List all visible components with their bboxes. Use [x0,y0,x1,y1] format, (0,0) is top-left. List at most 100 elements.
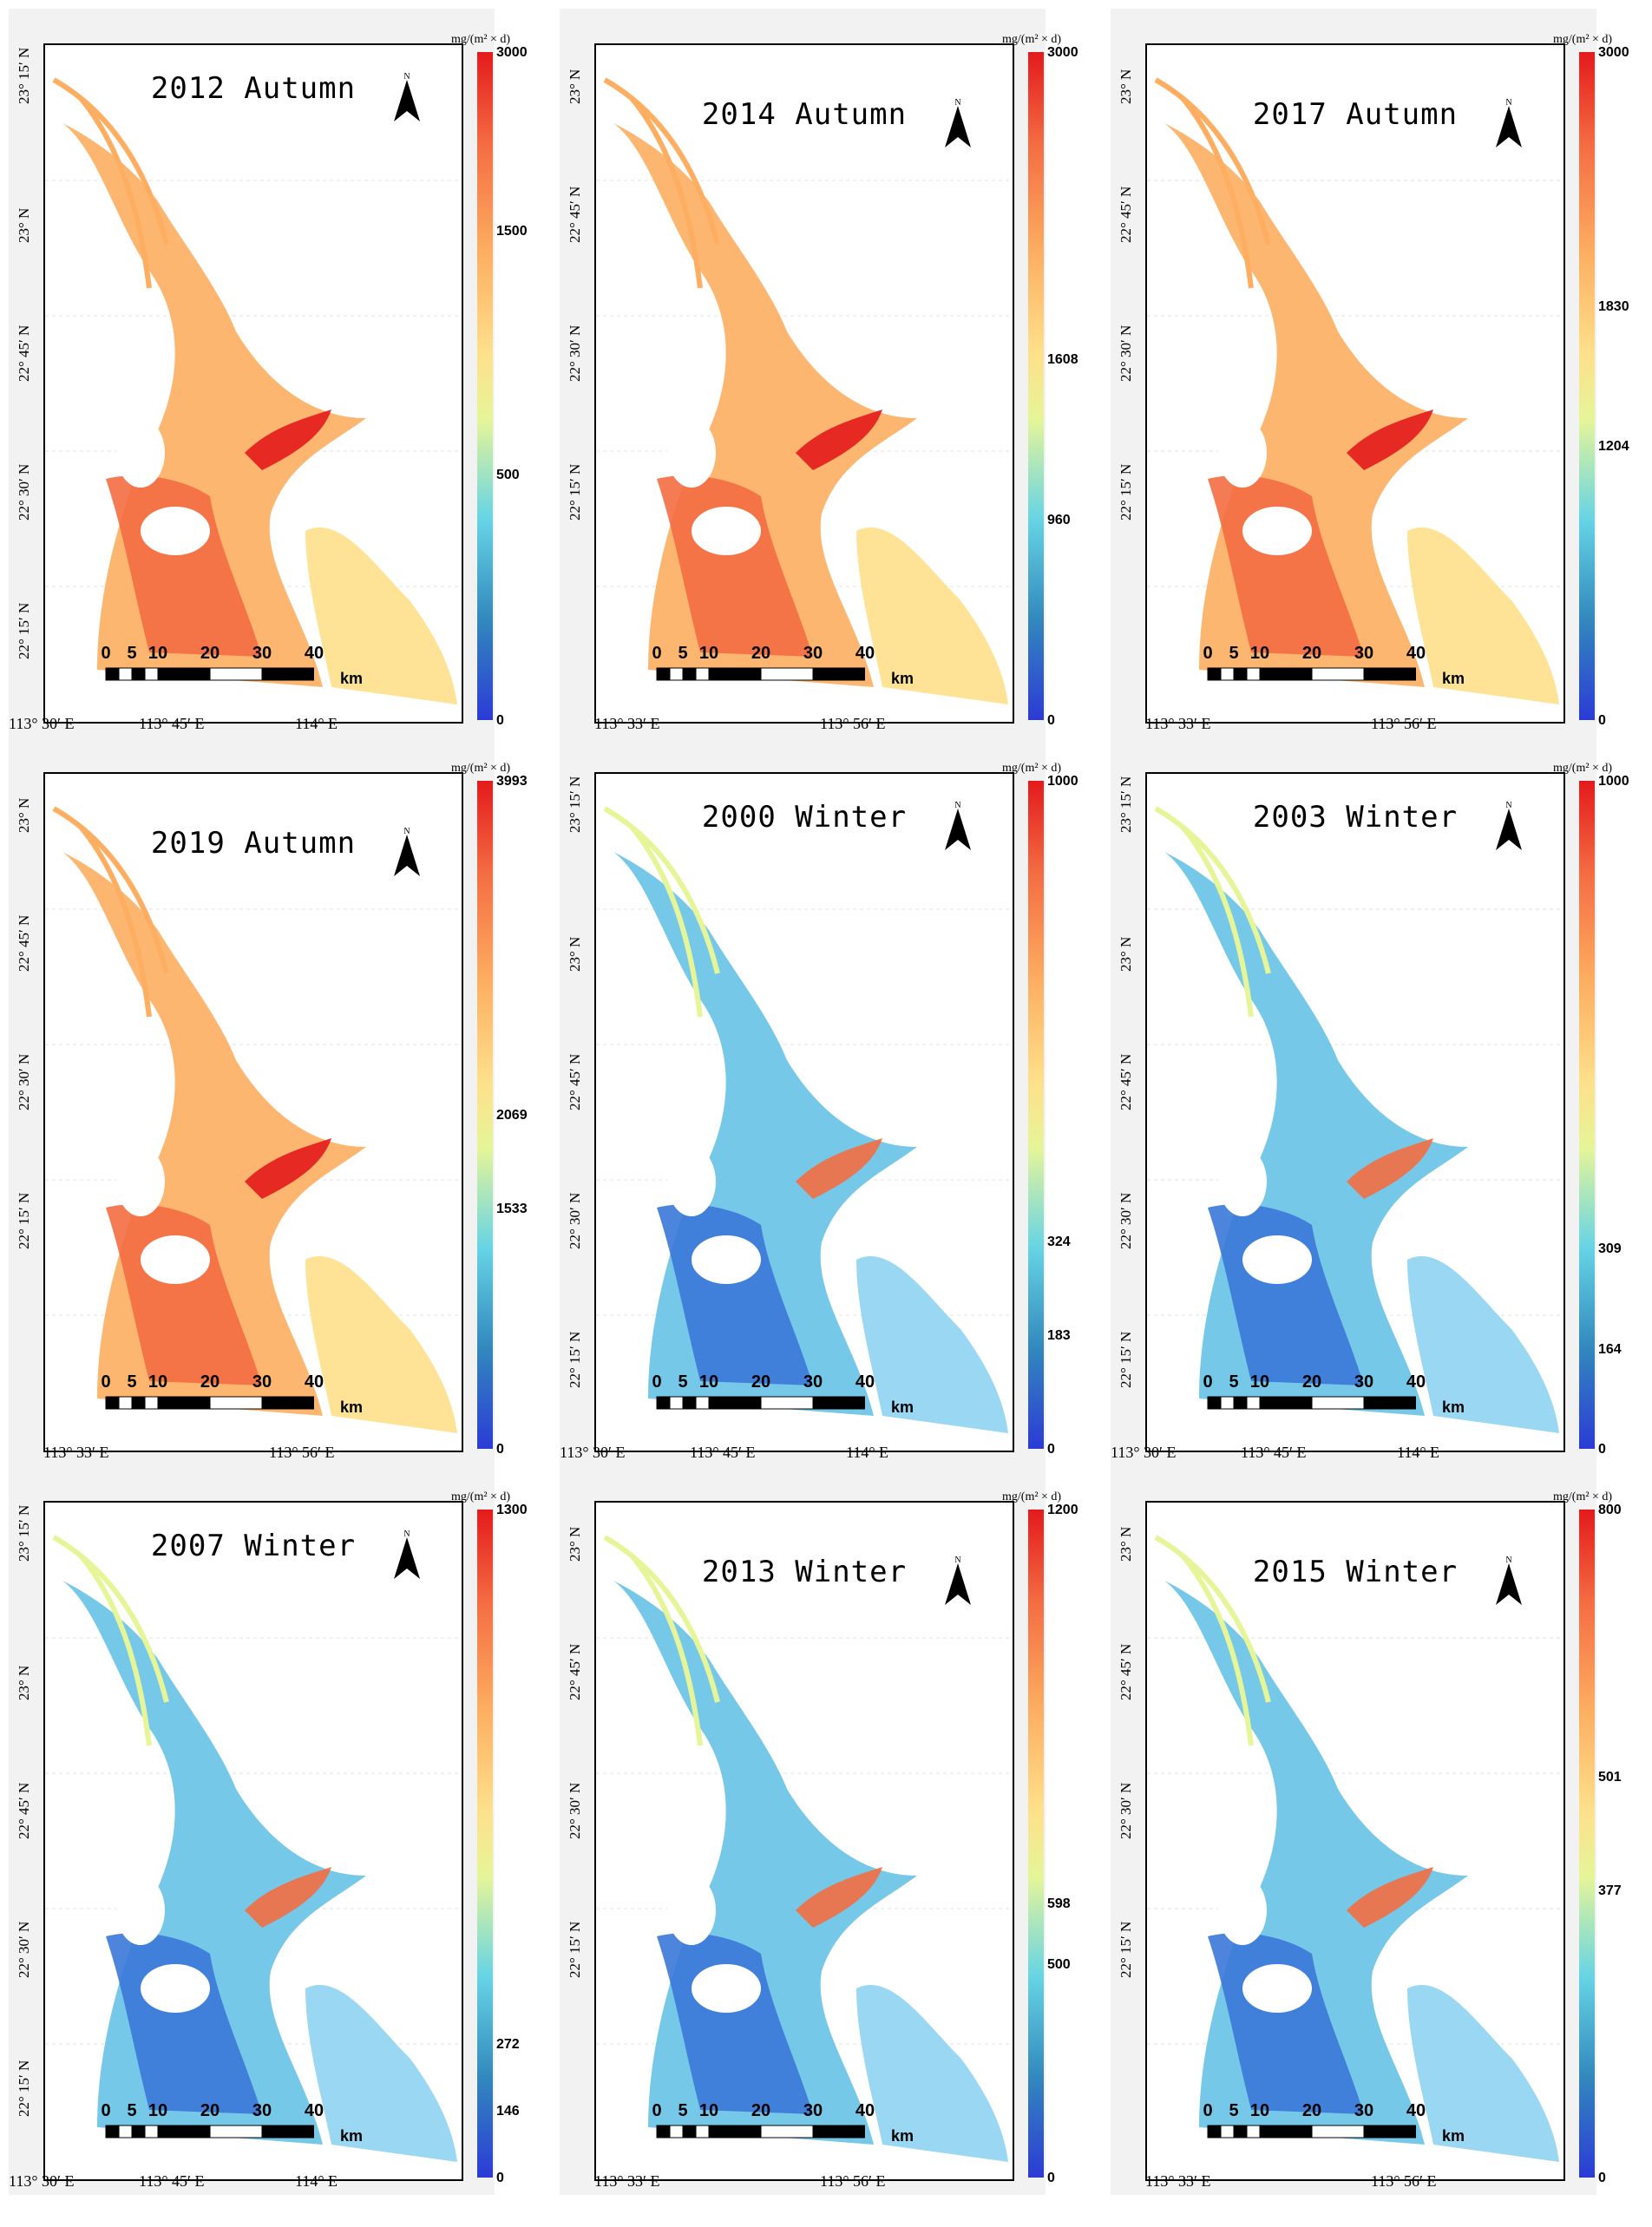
scale-unit: km [891,2127,914,2145]
scale-label: 40 [855,2101,875,2120]
latitude-label: 22° 45′ N [1118,186,1134,243]
colorbar-tick-label: 1200 [1047,1503,1078,1517]
map-title: 2007 Winter [150,1529,357,1563]
scale-label: 40 [1406,2101,1426,2120]
scale-label: 30 [803,644,823,663]
scale-label: 0 [1203,1372,1213,1392]
north-arrow-icon: N [394,1529,420,1579]
map-frame: 2007 Winter N 0 5 10 20 30 40 km [43,1501,463,2181]
scale-label: 10 [698,2101,719,2120]
island [1218,1147,1267,1216]
latitude-label: 23° N [1118,69,1134,104]
river-channel [603,77,720,289]
colorbar-unit: mg/(m² × d) [1002,1490,1062,1503]
colorbar-tick-label: 183 [1047,1328,1071,1344]
longitude-label: 113° 33′ E [594,715,660,732]
plume-region [796,1867,882,1928]
colorbar-tick-label: 0 [496,713,504,728]
scale-label: 5 [1229,1372,1239,1392]
latitude-label: 23° N [16,207,32,243]
map-frame: 2003 Winter N 0 5 10 20 30 40 km [1145,772,1565,1452]
colorbar-tick-label: 146 [496,2104,520,2119]
scale-label: 40 [304,644,324,663]
plume-region [1347,1138,1433,1199]
scale-label: 5 [678,644,688,663]
latitude-label: 23° N [567,1526,583,1562]
map-title: 2014 Autumn [701,97,908,132]
scale-label: 10 [1249,2101,1270,2120]
latitude-label: 22° 30′ N [567,1192,583,1249]
scale-label: 20 [200,644,220,663]
colorbar-unit: mg/(m² × d) [1002,762,1062,775]
river-channel [52,77,169,289]
longitude-label: 113° 33′ E [1145,2172,1211,2190]
latitude-label: 22° 15′ N [567,1921,583,1978]
plume-region [1407,1256,1559,1433]
scale-unit: km [1442,670,1465,687]
plume-region [1407,527,1559,704]
map-panel: 2003 Winter N 0 5 10 20 30 40 km 23° 15′ N 23° N 22… [1111,737,1652,1466]
svg-text:N: N [1505,1556,1511,1565]
latitude-label: 22° 45′ N [16,914,32,972]
plume-region [856,527,1008,704]
scale-label: 0 [652,644,662,663]
concentration-map [1147,1535,1564,2162]
colorbar [477,1510,493,2178]
scale-bar: 0 5 10 20 30 40 km [1199,644,1465,691]
scale-label: 40 [304,1372,324,1392]
map-title: 2015 Winter [1252,1555,1459,1589]
scale-bar: 0 5 10 20 30 40 km [97,1372,363,1420]
colorbar-tick-label: 1000 [1047,774,1078,789]
scale-label: 30 [252,2101,272,2120]
concentration-map [1147,77,1564,704]
svg-text:N: N [954,1556,960,1565]
map-title: 2012 Autumn [150,71,357,106]
concentration-map [596,806,1013,1433]
scale-label: 0 [101,1372,111,1392]
concentration-map [596,1535,1013,2162]
scale-label: 0 [652,1372,662,1392]
latitude-label: 22° 45′ N [16,1782,32,1839]
river-channel [1154,806,1271,1018]
colorbar [1028,52,1044,720]
longitude-label: 114° E [846,1444,889,1461]
scale-label: 5 [127,644,137,663]
latitude-label: 22° 15′ N [1118,463,1134,521]
scale-bar: 0 5 10 20 30 40 km [97,2101,363,2149]
north-arrow-icon: N [945,98,971,147]
island [1242,1235,1312,1284]
map-frame: 2019 Autumn N 0 5 10 20 30 40 km [43,772,463,1452]
map-panel: 2015 Winter N 0 5 10 20 30 40 km 23° N 22° 45′ N 22… [1111,1466,1652,2195]
scale-label: 30 [1354,1372,1374,1392]
longitude-label: 113° 30′ E [9,2172,75,2190]
island [692,507,761,555]
svg-text:N: N [954,801,960,810]
map-panel: 2019 Autumn N 0 5 10 20 30 40 km 23° N 22° 45′ N 22… [9,737,555,1466]
scale-unit: km [340,670,364,687]
latitude-label: 22° 45′ N [567,1053,583,1110]
concentration-map [45,1535,462,2162]
svg-text:N: N [403,1529,410,1539]
scale-bar-graphic [105,667,315,681]
colorbar-tick-label: 0 [1047,713,1055,728]
colorbar-tick-label: 3000 [1598,45,1629,60]
colorbar-tick-label: 0 [496,2171,504,2185]
latitude-label: 23° 15′ N [567,776,583,833]
latitude-label: 23° N [1118,1526,1134,1562]
scale-label: 30 [803,2101,823,2120]
river-channel [52,1535,169,1746]
scale-label: 5 [678,1372,688,1392]
latitude-label: 23° 15′ N [16,1504,32,1562]
plume-region [856,1256,1008,1433]
scale-bar-graphic [105,1396,315,1410]
map-panel: 2017 Autumn N 0 5 10 20 30 40 km 23° N 22° 45′ N 22… [1111,9,1652,737]
scale-label: 20 [200,1372,220,1392]
island [1218,418,1267,488]
latitude-label: 23° N [1118,936,1134,972]
map-frame: 2015 Winter N 0 5 10 20 30 40 km [1145,1501,1565,2181]
latitude-label: 22° 30′ N [16,463,32,521]
svg-text:N: N [954,98,960,108]
scale-bar-graphic [1207,667,1417,681]
latitude-label: 22° 15′ N [567,1331,583,1388]
scale-bar: 0 5 10 20 30 40 km [648,2101,914,2149]
